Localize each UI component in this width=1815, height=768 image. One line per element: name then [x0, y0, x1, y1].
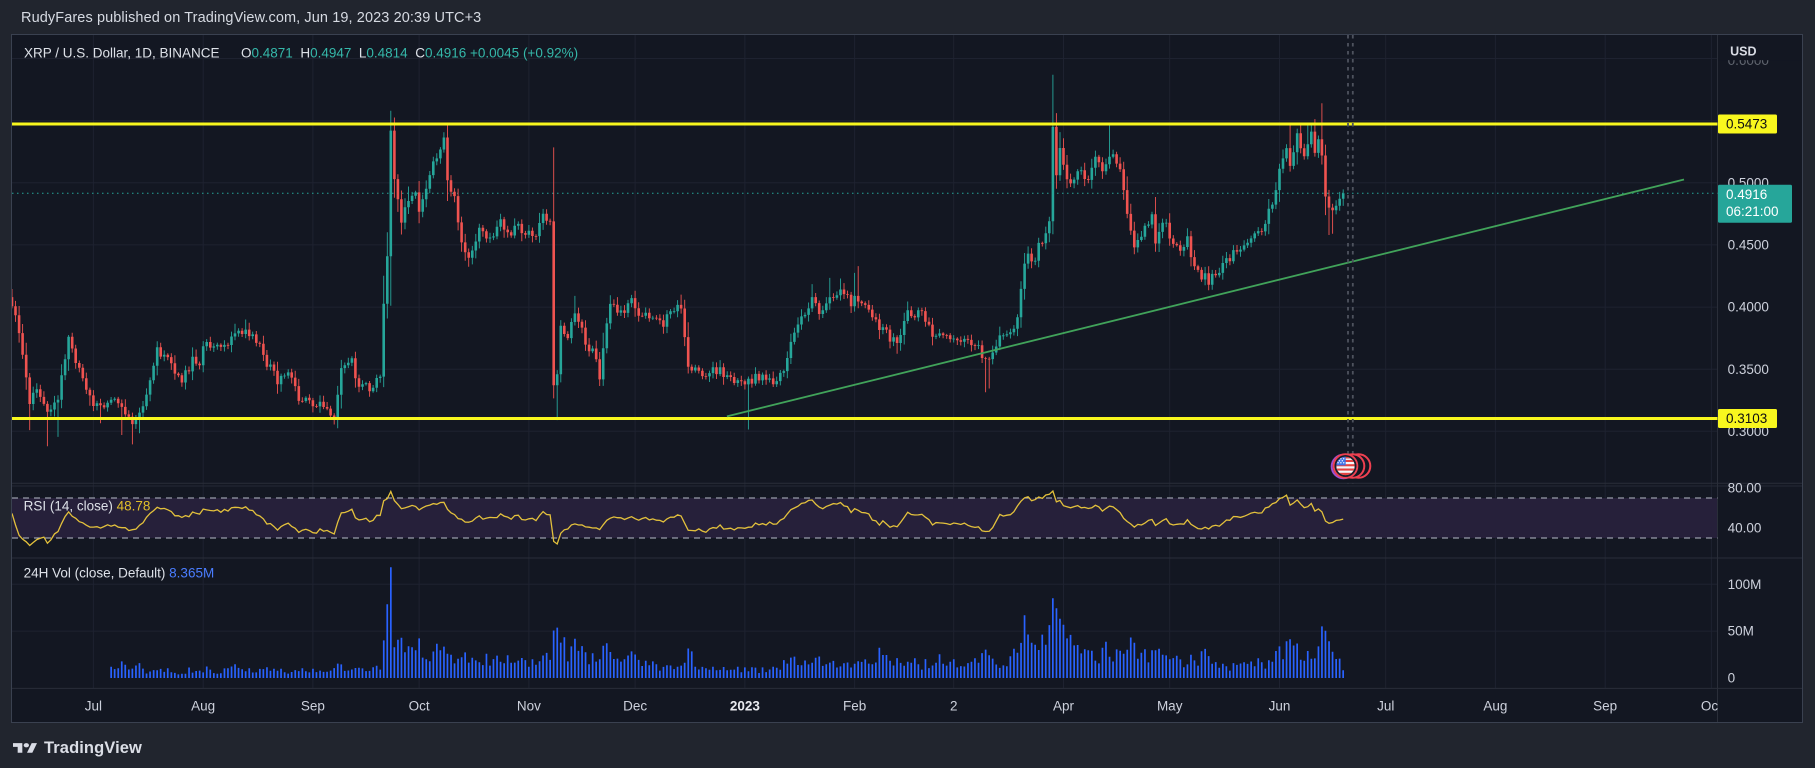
svg-text:May: May	[1157, 699, 1183, 714]
svg-text:2023: 2023	[730, 699, 761, 714]
svg-text:0: 0	[1728, 671, 1736, 686]
svg-text:0.4916: 0.4916	[1726, 187, 1767, 202]
svg-text:Oct: Oct	[1701, 699, 1722, 714]
svg-text:Apr: Apr	[1053, 699, 1075, 714]
svg-text:0.4000: 0.4000	[1728, 300, 1769, 315]
svg-text:Jun: Jun	[1269, 699, 1291, 714]
svg-text:XRP / U.S. Dollar, 1D, BINANCE: XRP / U.S. Dollar, 1D, BINANCE	[24, 45, 220, 60]
svg-text:50M: 50M	[1728, 624, 1754, 639]
svg-text:Jul: Jul	[85, 699, 102, 714]
svg-text:RSI (14, close) 48.78: RSI (14, close) 48.78	[24, 498, 151, 513]
svg-text:0.3500: 0.3500	[1728, 362, 1769, 377]
svg-text:Sep: Sep	[1593, 699, 1617, 714]
svg-text:40.00: 40.00	[1728, 521, 1762, 536]
svg-text:Oct: Oct	[409, 699, 430, 714]
svg-text:0.5473: 0.5473	[1726, 117, 1767, 132]
svg-text:Feb: Feb	[843, 699, 866, 714]
svg-text:Aug: Aug	[191, 699, 215, 714]
svg-text:0.4500: 0.4500	[1728, 238, 1769, 253]
svg-text:Jul: Jul	[1377, 699, 1394, 714]
svg-text:Aug: Aug	[1483, 699, 1507, 714]
svg-text:06:21:00: 06:21:00	[1726, 204, 1779, 219]
svg-text:80.00: 80.00	[1728, 481, 1762, 496]
svg-text:0.3103: 0.3103	[1726, 411, 1767, 426]
svg-text:2: 2	[950, 699, 958, 714]
svg-text:24H Vol (close, Default) 8.36: 24H Vol (close, Default) 8.365M	[24, 566, 215, 581]
svg-text:O0.4871 H0.4947 L0.4814 C0.: O0.4871 H0.4947 L0.4814 C0.4916 +0.0045 …	[241, 45, 578, 60]
svg-text:100M: 100M	[1728, 577, 1762, 592]
svg-text:Nov: Nov	[517, 699, 541, 714]
svg-text:Sep: Sep	[301, 699, 325, 714]
svg-text:Dec: Dec	[623, 699, 647, 714]
svg-text:USD: USD	[1730, 44, 1756, 58]
